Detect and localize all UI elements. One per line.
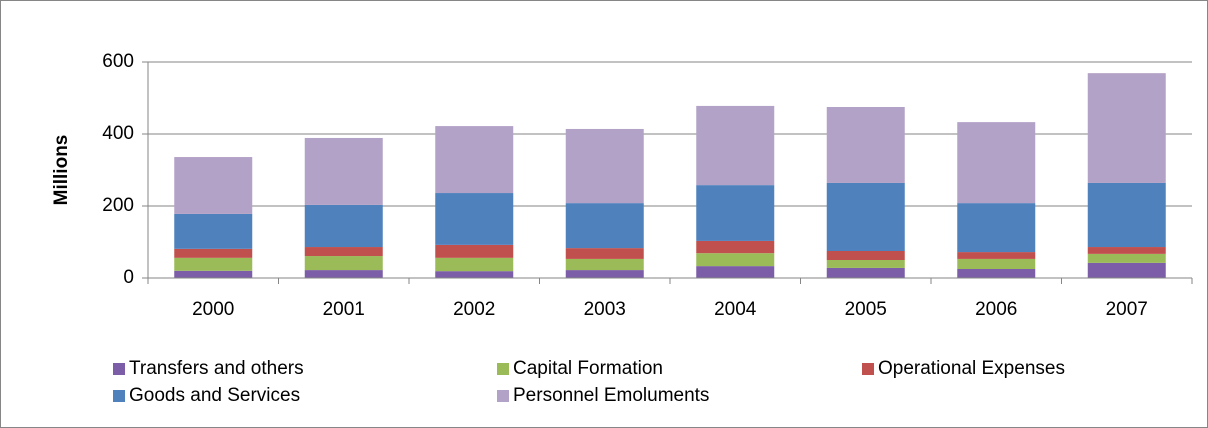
bar-segment — [565, 248, 644, 259]
legend-swatch — [497, 390, 509, 402]
y-tick-label: 200 — [102, 195, 134, 216]
bar-segment — [565, 128, 644, 204]
legend-label: Personnel Emoluments — [513, 385, 709, 406]
bar-segment — [435, 257, 514, 272]
bar-segment — [826, 107, 905, 183]
bar-segment — [435, 271, 514, 278]
bar-segment — [174, 213, 253, 249]
bar-segment — [1087, 247, 1166, 254]
y-tick-label: 400 — [102, 123, 134, 144]
bar-segment — [696, 240, 775, 254]
bar-segment — [565, 270, 644, 278]
legend-swatch — [497, 363, 509, 375]
bar-segment — [304, 270, 383, 278]
bar-segment — [435, 244, 514, 258]
bar-segment — [957, 122, 1036, 204]
x-tick-label: 2007 — [1106, 299, 1148, 320]
y-axis-label: Millions — [51, 135, 72, 206]
legend-label: Operational Expenses — [878, 358, 1065, 379]
x-tick-label: 2002 — [453, 299, 495, 320]
bar-segment — [304, 137, 383, 205]
bar-segment — [957, 252, 1036, 259]
bar-segment — [826, 182, 905, 251]
bar-segment — [174, 257, 253, 271]
x-tick-label: 2001 — [323, 299, 365, 320]
bar-segment — [174, 157, 253, 214]
bar-segment — [304, 256, 383, 271]
bar-segment — [826, 267, 905, 278]
x-tick-label: 2004 — [714, 299, 757, 320]
bar-segment — [696, 266, 775, 278]
bar-segment — [174, 270, 253, 278]
legend-swatch — [113, 390, 125, 402]
legend-swatch — [113, 363, 125, 375]
legend-label: Capital Formation — [513, 358, 663, 379]
bar-segment — [826, 260, 905, 268]
bar-segment — [435, 193, 514, 245]
y-tick-label: 0 — [123, 267, 134, 288]
bar-segment — [696, 105, 775, 186]
bar-segment — [304, 247, 383, 257]
x-tick-label: 2006 — [975, 299, 1017, 320]
bar-segment — [1087, 182, 1166, 248]
bar-segment — [1087, 262, 1166, 278]
x-tick-label: 2005 — [845, 299, 887, 320]
legend-swatch — [862, 363, 874, 375]
bar-segment — [696, 185, 775, 241]
x-tick-label: 2000 — [192, 299, 234, 320]
legend-label: Transfers and others — [129, 358, 304, 379]
bar-segment — [174, 248, 253, 258]
bar-segment — [696, 253, 775, 267]
bar-segment — [304, 204, 383, 248]
bar-segment — [1087, 73, 1166, 183]
y-tick-label: 600 — [102, 51, 134, 72]
bar-segment — [435, 126, 514, 194]
bar-segment — [957, 269, 1036, 278]
bar-segment — [826, 251, 905, 260]
bar-segment — [957, 258, 1036, 269]
bar-segment — [565, 258, 644, 271]
legend-label: Goods and Services — [129, 385, 300, 406]
bar-segment — [1087, 253, 1166, 263]
bar-segment — [565, 203, 644, 249]
x-tick-label: 2003 — [584, 299, 626, 320]
bar-segment — [957, 203, 1036, 253]
